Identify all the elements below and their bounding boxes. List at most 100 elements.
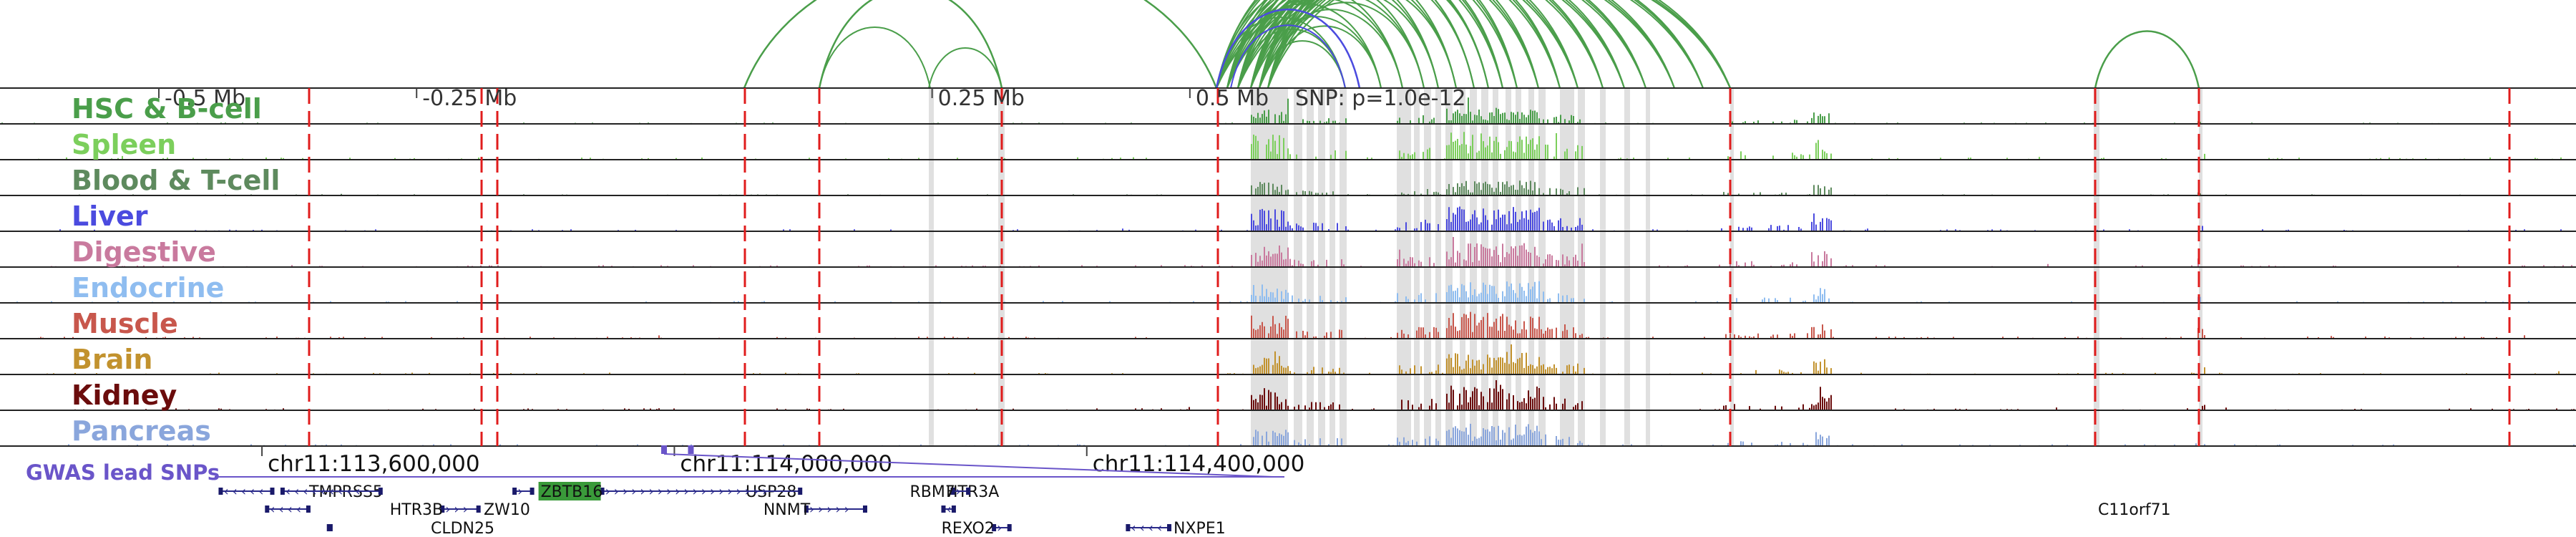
chromatin-loop xyxy=(1267,0,1604,89)
signal-track-blood-t-cell xyxy=(0,180,2576,196)
gene-exon xyxy=(530,488,535,495)
signal-track-kidney xyxy=(0,380,2576,411)
tick-label: chr11:114,400,000 xyxy=(1093,451,1305,477)
chromatin-loop xyxy=(1267,0,1561,89)
chromatin-loop xyxy=(1237,0,1503,89)
track-label-kidney: Kidney xyxy=(72,379,177,411)
gene-exon xyxy=(270,488,275,495)
chromatin-loop xyxy=(1250,0,1561,89)
gene-exon xyxy=(804,505,809,513)
strand-arrows: ››› xyxy=(445,502,472,517)
bottom-axis-tick: chr11:114,400,000 xyxy=(1085,446,1305,477)
chromatin-loop xyxy=(2094,30,2200,89)
gene-exon xyxy=(306,505,311,513)
chromatin-loop xyxy=(1237,0,1579,89)
strand-arrows: ‹ xyxy=(946,502,955,517)
gene-label: REXO2 xyxy=(942,520,995,537)
gene-label: HTR3B xyxy=(390,501,443,519)
gene-highlight xyxy=(538,482,601,500)
strand-arrows: ‹‹‹‹ xyxy=(1131,521,1166,536)
signal-track-liver xyxy=(0,206,2576,232)
track-labels-layer: HSC & B-cell Spleen Blood & T-cell Liver Dig… xyxy=(72,93,280,447)
tick-label: -0.5 Mb xyxy=(165,86,245,111)
signal-bars xyxy=(16,281,2529,303)
track-label-muscle: Muscle xyxy=(72,308,178,339)
gene-exon xyxy=(951,505,956,513)
gene-exon xyxy=(1167,524,1172,531)
track-label-liver: Liver xyxy=(72,200,148,232)
tick-label: chr11:114,000,000 xyxy=(680,451,892,477)
chromatin-loop xyxy=(1216,0,1539,89)
gene-exon xyxy=(1126,524,1131,531)
chromatin-loop xyxy=(1215,9,1361,89)
gene-rexo2: ›REXO2 xyxy=(942,520,1012,537)
chromatin-loop xyxy=(743,0,1218,89)
gene-exon xyxy=(966,488,971,495)
top-axis-tick: -0.25 Mb xyxy=(416,86,517,111)
strand-arrows: › xyxy=(517,484,526,499)
signal-tracks-layer xyxy=(0,87,2576,447)
chromatin-loop xyxy=(1226,0,1646,89)
chromatin-loop xyxy=(928,47,1002,89)
top-axis-tick: 0.5 Mb xyxy=(1189,86,1269,111)
strand-arrows: ‹‹‹‹‹ xyxy=(223,484,267,499)
gwas-connector xyxy=(663,453,1274,478)
gene-label: NNMT xyxy=(763,501,811,519)
gene-exon xyxy=(862,505,867,513)
gene-exon xyxy=(280,488,285,495)
gene-exon xyxy=(600,488,605,495)
gwas-snp-marker xyxy=(661,445,668,454)
signal-track-brain xyxy=(0,344,2576,375)
chromatin-loop xyxy=(1226,0,1704,89)
chromatin-loop xyxy=(819,26,931,89)
gene-label: NXPE1 xyxy=(1174,520,1226,537)
chromatin-loop xyxy=(1267,0,1518,89)
strand-arrows: ››››››››››››››››››› xyxy=(605,484,771,499)
gene-cldn25: CLDN25 xyxy=(326,520,494,537)
track-label-brain: Brain xyxy=(72,344,152,375)
signal-track-hsc-b-cell xyxy=(0,97,2576,125)
signal-track-spleen xyxy=(0,132,2576,160)
gene-exon xyxy=(1007,524,1012,531)
track-label-hsc-b-cell: HSC & B-cell xyxy=(72,93,262,125)
gene-usp28: ‹‹‹‹‹‹‹‹‹ USP28 xyxy=(280,483,796,501)
gene-exon xyxy=(378,488,383,495)
gene-exon xyxy=(328,524,333,531)
gene-exon xyxy=(476,505,481,513)
gene-rbm7: ›RBM7 xyxy=(909,483,971,501)
chromatin-loop xyxy=(1250,0,1518,89)
gene-nnmt: ›››››NNMT xyxy=(763,501,867,519)
chromatin-loop xyxy=(1237,0,1539,89)
bottom-axis-tick: chr11:113,600,000 xyxy=(261,446,480,477)
gene-exon xyxy=(265,505,270,513)
gene-label: USP28 xyxy=(746,483,796,501)
marker-lines-layer xyxy=(308,88,2511,446)
gene-label: C11orf71 xyxy=(2098,501,2171,519)
track-label-pancreas: Pancreas xyxy=(72,415,211,447)
gene-exon xyxy=(992,524,997,531)
chromatin-loop xyxy=(1226,0,1561,89)
signal-track-digestive xyxy=(0,237,2576,268)
top-axis-tick: -0.5 Mb xyxy=(158,86,245,111)
signal-track-muscle xyxy=(0,311,2576,339)
gene-label: CLDN25 xyxy=(431,520,494,537)
gene-exon xyxy=(440,505,445,513)
strand-arrows: ››››› xyxy=(809,502,853,517)
tick-label: 0.5 Mb xyxy=(1196,86,1269,111)
gene-zw10: ‹‹‹‹ ZW10 xyxy=(265,501,530,519)
gene-tmprss5: ‹‹‹‹‹ TMPRSS5 xyxy=(218,483,383,501)
chromatin-loop xyxy=(1267,0,1704,89)
chromatin-loop xyxy=(1237,0,1439,89)
gene-exon xyxy=(512,488,517,495)
strand-arrows: ‹‹‹‹ xyxy=(270,502,305,517)
signal-bars xyxy=(25,344,2560,374)
gwas-track: GWAS lead SNPs xyxy=(26,445,1284,485)
chromatin-loop xyxy=(1230,24,1346,89)
signal-track-pancreas xyxy=(0,423,2576,447)
lead-snp-label: SNP: p=1.0e-12 xyxy=(1295,86,1466,111)
tick-label: -0.25 Mb xyxy=(422,86,517,111)
gene-label: RBM7 xyxy=(909,483,955,501)
gene-htr3b: ›››HTR3B xyxy=(390,501,481,519)
strand-arrows: ‹‹‹‹‹‹‹‹‹ xyxy=(286,484,364,499)
